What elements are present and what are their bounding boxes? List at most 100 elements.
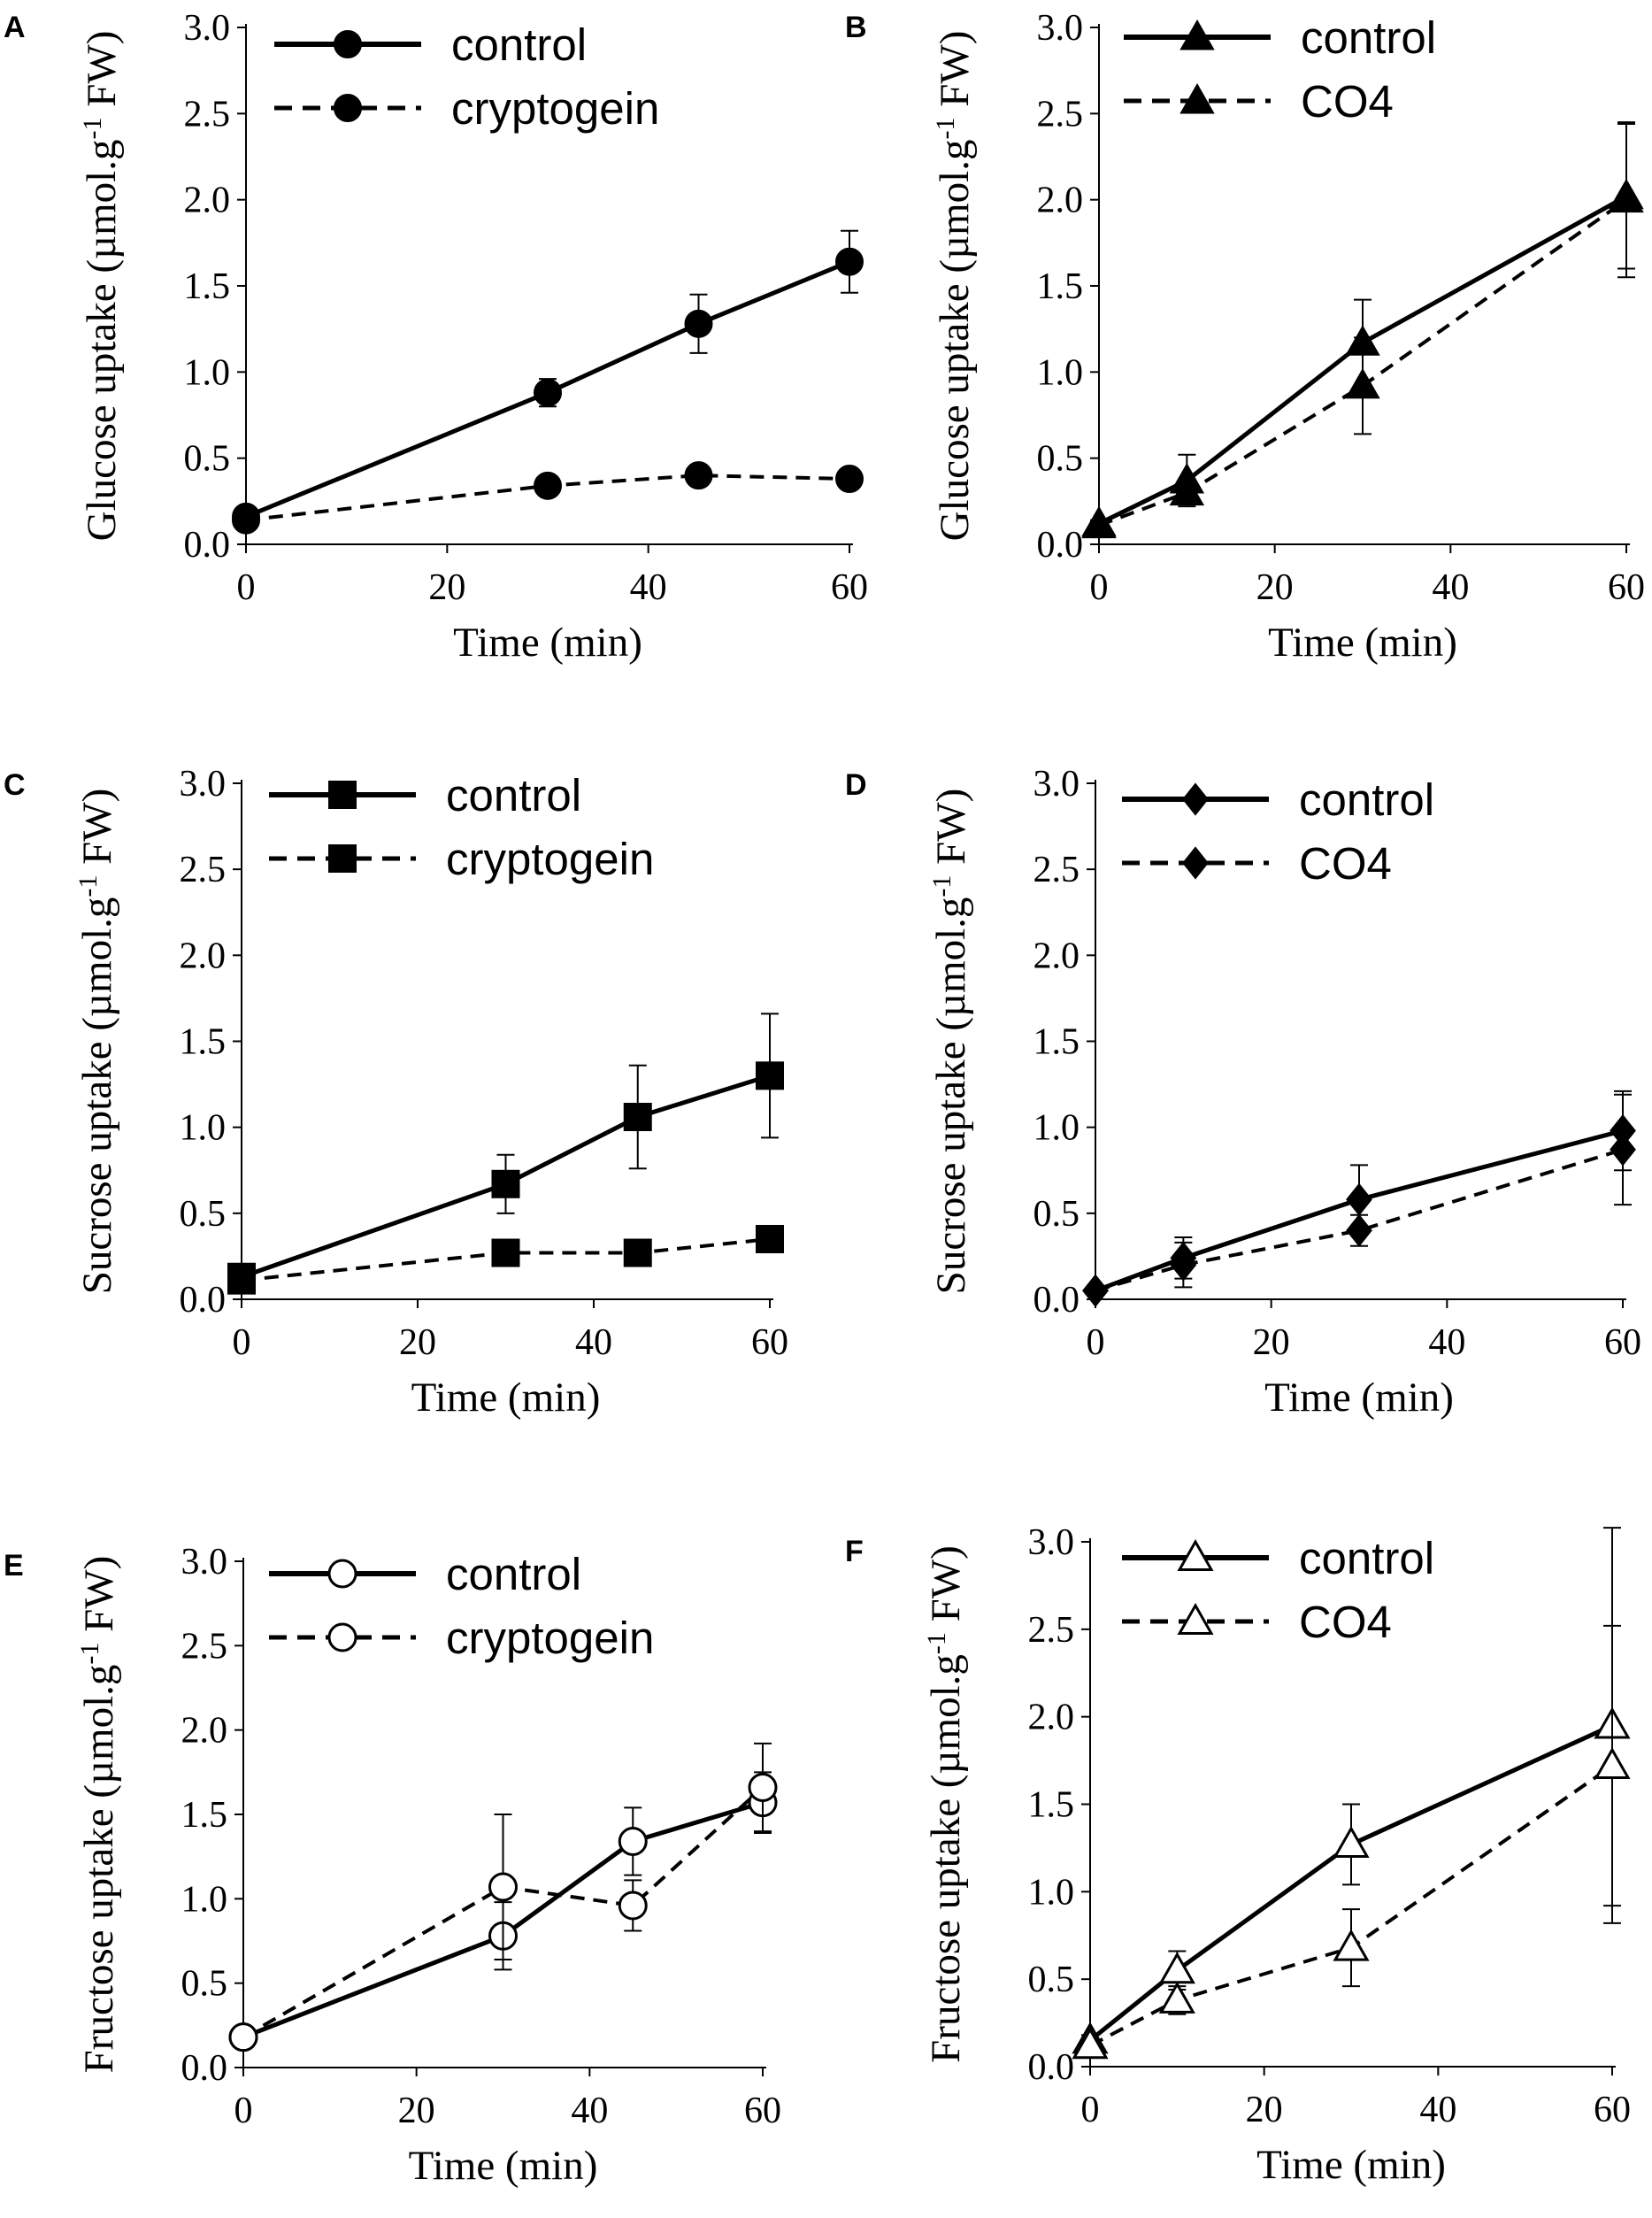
y-axis-title-sup: -1 [922,1632,951,1654]
x-axis-title: Time (min) [1256,2142,1446,2188]
data-point [1082,1274,1109,1307]
x-tick-label: 0 [1081,2090,1100,2130]
y-tick-label: 2.5 [1033,850,1080,890]
y-tick-label: 0.0 [1033,1280,1080,1321]
y-axis-title-unit: (µmol.g [932,140,978,273]
y-tick-label: 2.0 [180,936,227,976]
y-tick-label: 2.0 [184,181,231,221]
legend-item: control [1122,1533,1434,1583]
data-point [1170,1248,1197,1282]
y-axis-title-unit: (µmol.g [928,897,974,1031]
data-point [1609,181,1644,213]
y-tick-label: 0.0 [1037,525,1084,566]
legend-item: cryptogein [269,1613,654,1663]
legend-item: CO4 [1124,76,1394,127]
data-point [1346,1213,1372,1247]
legend-item: control [1122,774,1434,825]
y-tick-label: 0.0 [181,2048,228,2089]
data-point [618,1827,648,1857]
y-tick-label: 3.0 [1037,8,1084,49]
x-tick-label: 60 [831,567,868,608]
series-line [1095,1128,1624,1293]
data-point [1158,1952,1195,1984]
data-point [1169,474,1205,506]
x-tick-label: 0 [233,1322,251,1363]
legend-label: control [1299,1533,1434,1583]
legend-label: CO4 [1299,1597,1392,1647]
series-co4 [1082,1093,1636,1307]
y-tick-label: 3.0 [181,1542,228,1583]
legend-marker [334,30,362,58]
y-tick-label: 1.0 [1033,1108,1080,1149]
x-tick-label: 40 [1432,567,1469,608]
data-point [623,1238,652,1267]
y-tick-label: 1.0 [181,1879,228,1920]
y-tick-label: 2.5 [1037,94,1084,135]
data-point [1346,1182,1372,1216]
y-axis-title: Fructose uptake (µmol.g-1 FW) [75,1556,123,2074]
series-cryptogein [227,1224,784,1295]
y-axis-title-sup: -1 [75,1643,104,1665]
y-axis-title-sup: -1 [931,118,960,140]
x-tick-label: 20 [1253,1322,1290,1363]
y-tick-label: 2.5 [180,850,227,890]
x-axis-title: Time (min) [453,620,642,666]
x-tick-label: 40 [1428,1322,1465,1363]
series-line [1088,1723,1614,2043]
legend-label: control [1299,774,1434,825]
y-axis-title-sup: -1 [927,875,957,897]
legend-label: control [451,19,587,70]
legend-item: CO4 [1122,838,1392,889]
y-axis-title: Fructose uptake (µmol.g-1 FW) [922,1545,970,2063]
y-axis-title-sup: -1 [73,875,103,897]
y-tick-label: 3.0 [1028,1522,1075,1563]
data-point [1072,2027,1109,2060]
y-axis-title-main: Fructose uptake [923,1788,969,2063]
legend-marker [328,781,357,809]
panel-b: B 0.0 0.5 1.0 1.5 2.0 2.5 3.0 0 20 40 60 Time (min) G… [845,8,1645,666]
panel-letter: E [4,1549,24,1583]
y-tick-label: 0.5 [184,439,231,480]
x-axis-title: Time (min) [1268,620,1457,666]
legend-label: cryptogein [446,1613,654,1663]
y-axis-title: Glucose uptake (µmol.g-1 FW) [78,31,126,542]
y-axis-title-unit-end: FW) [76,1556,122,1643]
y-axis-title: Glucose uptake (µmol.g-1 FW) [931,31,979,542]
x-tick-label: 20 [1246,2090,1283,2130]
x-axis-title: Time (min) [1264,1375,1454,1421]
y-tick-label: 2.5 [1028,1610,1075,1651]
y-axis-title-main: Sucrose uptake [74,1031,120,1295]
legend-marker [327,1622,357,1652]
legend-label: cryptogein [446,834,654,884]
panel-letter: D [845,768,867,802]
legend-marker [1179,19,1215,50]
y-tick-label: 1.0 [1037,352,1084,393]
legend-item: CO4 [1122,1597,1392,1647]
y-axis-title-main: Glucose uptake [932,273,978,542]
legend-item: control [269,770,581,820]
legend-label: control [446,1549,581,1599]
y-tick-label: 1.0 [1028,1872,1075,1913]
y-tick-label: 1.5 [180,1022,227,1063]
data-point [1158,1981,1195,2014]
legend: control cryptogein [274,19,659,134]
series-line [1097,194,1628,526]
y-tick-label: 2.0 [1028,1698,1075,1738]
y-axis-title-unit: (µmol.g [79,140,125,273]
y-tick-label: 1.5 [1028,1785,1075,1826]
panel-letter: F [845,1535,864,1568]
y-axis-title: Sucrose uptake (µmol.g-1 FW) [73,789,121,1295]
legend-marker [1179,82,1215,114]
data-point [1610,1133,1636,1167]
legend: control CO4 [1122,774,1434,889]
x-tick-label: 0 [1090,567,1109,608]
data-point [623,1103,652,1132]
y-axis-title-sup: -1 [78,118,107,140]
y-tick-label: 0.0 [180,1280,227,1321]
series-line [245,259,850,520]
data-point [232,505,260,535]
legend: control cryptogein [269,1549,654,1663]
series-line [245,474,850,522]
x-tick-label: 0 [237,567,256,608]
data-point [491,1238,520,1267]
